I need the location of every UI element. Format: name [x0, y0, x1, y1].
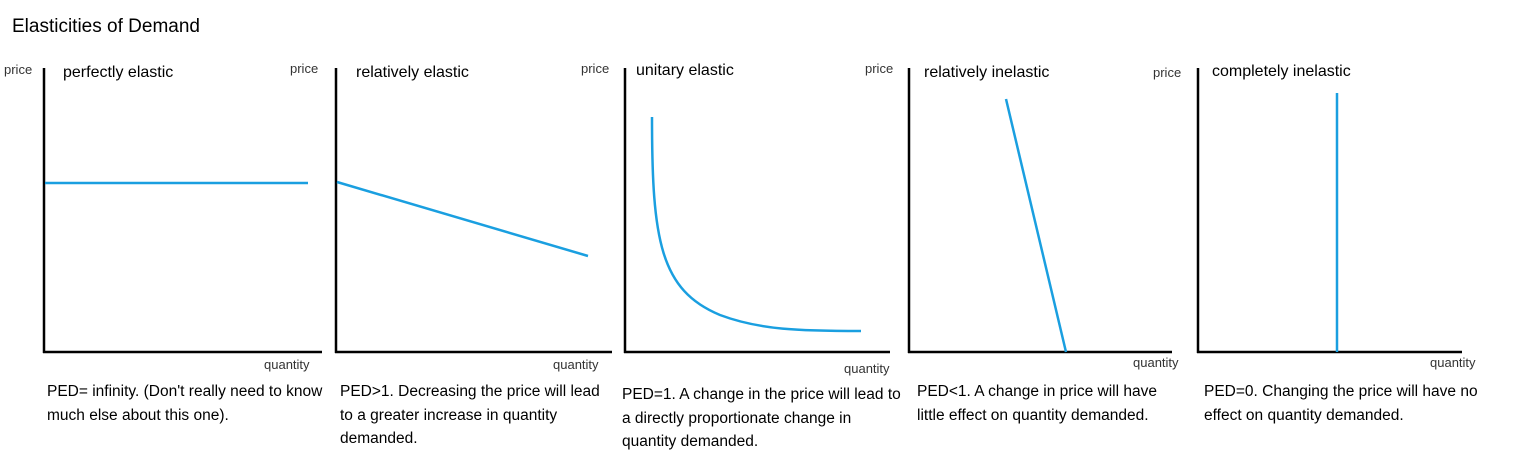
panel-3-demand-curve [650, 116, 862, 333]
panel-3-title: unitary elastic [636, 62, 734, 79]
panel-5-y-label: price [1153, 65, 1182, 80]
panel-4-demand-curve [1004, 98, 1068, 353]
panel-1-description: PED= infinity. (Don't really need to kno… [47, 383, 323, 424]
panel-4-y-label: price [865, 61, 894, 76]
panel-5-description: PED=0. Changing the price will have no e… [1204, 383, 1478, 424]
panel-1-y-label: price [4, 62, 33, 77]
panel-2-description: PED>1. Decreasing the price will lead to… [340, 383, 600, 447]
panel-3-y-label: price [581, 61, 610, 76]
panel-1-x-label: quantity [264, 357, 310, 372]
panel-5-axes [1196, 68, 1462, 354]
panel-3-description: PED=1. A change in the price will lead t… [622, 386, 901, 450]
panel-2-axes [334, 68, 612, 354]
panel-2-x-label: quantity [553, 357, 599, 372]
panel-4-x-label: quantity [1133, 355, 1179, 370]
panel-1-axes [42, 68, 322, 354]
panel-4-title: relatively inelastic [924, 64, 1050, 81]
panel-1-title: perfectly elastic [63, 64, 174, 81]
panel-5-x-label: quantity [1430, 355, 1476, 370]
panel-2-demand-curve [336, 180, 589, 258]
panel-3-x-label: quantity [844, 361, 890, 376]
panel-4-description: PED<1. A change in price will have littl… [917, 383, 1157, 424]
panel-2-title: relatively elastic [356, 64, 469, 81]
panel-5-title: completely inelastic [1212, 63, 1351, 80]
page-title: Elasticities of Demand [12, 16, 200, 37]
panel-2-y-label: price [290, 61, 319, 76]
panel-3-axes [623, 68, 890, 354]
panel-4-axes [907, 68, 1172, 354]
